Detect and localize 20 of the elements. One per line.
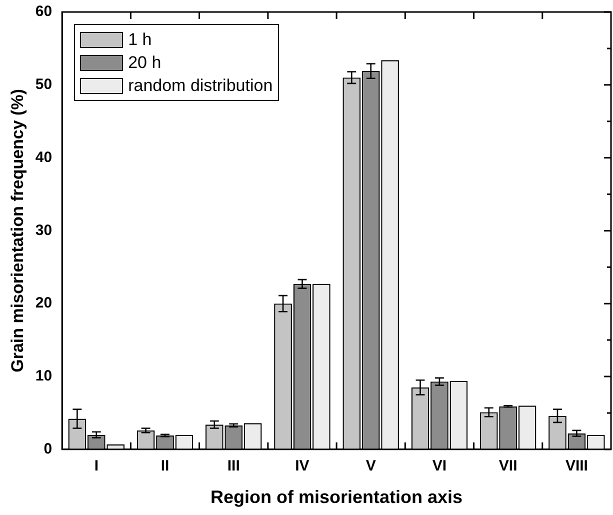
- x-tick-label: I: [94, 458, 98, 475]
- legend-label: 1 h: [128, 30, 152, 50]
- x-tick-label: VI: [432, 458, 447, 475]
- y-tick-label: 30: [35, 222, 52, 239]
- y-tick-label: 10: [35, 368, 52, 385]
- x-tick-label: VII: [498, 458, 518, 475]
- y-tick-label: 60: [35, 3, 52, 20]
- x-axis-title: Region of misorientation axis: [210, 487, 463, 508]
- legend-label: random distribution: [128, 76, 273, 96]
- y-tick-label: 50: [35, 76, 52, 94]
- legend-label: 20 h: [128, 52, 162, 72]
- x-tick-label: V: [366, 458, 376, 475]
- y-tick-label: 0: [44, 440, 52, 458]
- y-tick-label: 40: [35, 148, 52, 166]
- x-tick-label: II: [160, 458, 170, 475]
- x-tick-label: VIII: [565, 458, 588, 475]
- y-axis-title: Grain misorientation frequency (%): [8, 89, 27, 372]
- x-tick-label: III: [227, 458, 240, 475]
- y-tick-label: 20: [35, 294, 52, 312]
- x-tick-label: IV: [295, 458, 310, 475]
